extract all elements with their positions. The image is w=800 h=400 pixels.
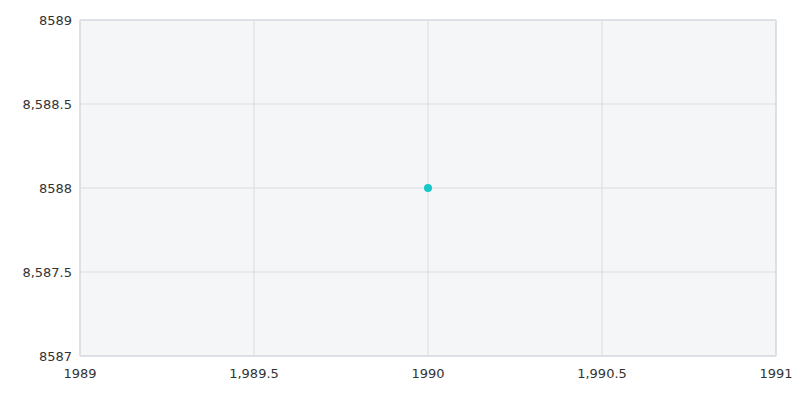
y-tick-label: 8587 bbox=[39, 349, 72, 364]
point bbox=[424, 184, 432, 192]
y-grid-line bbox=[80, 20, 776, 21]
x-tick-label: 1,989.5 bbox=[229, 366, 279, 381]
x-tick-label: 1990 bbox=[411, 366, 444, 381]
axes: 1989 1,989.5 1990 1,990.5 1991 8587 8,587.5 858… bbox=[22, 13, 792, 382]
marks bbox=[424, 184, 432, 192]
grid bbox=[80, 20, 776, 356]
chart-svg: 1989 1,989.5 1990 1,990.5 1991 8587 8,587.5 858… bbox=[0, 0, 800, 400]
plot-area bbox=[80, 20, 776, 356]
x-tick-label: 1991 bbox=[759, 366, 792, 381]
y-tick-label: 8,588.5 bbox=[22, 97, 72, 112]
x-tick-label: 1989 bbox=[63, 366, 96, 381]
y-grid-line bbox=[80, 356, 776, 357]
y-grid-line bbox=[80, 104, 776, 105]
y-tick-label: 8589 bbox=[39, 13, 72, 28]
chart-container: 1989 1,989.5 1990 1,990.5 1991 8587 8,587.5 858… bbox=[0, 0, 800, 400]
x-tick-label: 1,990.5 bbox=[577, 366, 627, 381]
y-tick-label: 8588 bbox=[39, 181, 72, 196]
y-grid-line bbox=[80, 272, 776, 273]
y-tick-label: 8,587.5 bbox=[22, 265, 72, 280]
